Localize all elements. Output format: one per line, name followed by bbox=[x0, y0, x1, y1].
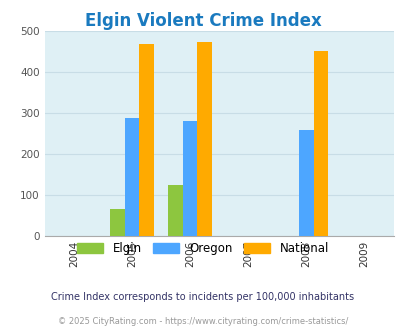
Bar bbox=[182, 120, 197, 236]
Bar bbox=[124, 118, 139, 236]
Bar bbox=[168, 185, 182, 236]
Legend: Elgin, Oregon, National: Elgin, Oregon, National bbox=[72, 237, 333, 260]
Text: © 2025 CityRating.com - https://www.cityrating.com/crime-statistics/: © 2025 CityRating.com - https://www.city… bbox=[58, 317, 347, 326]
Bar bbox=[298, 130, 313, 236]
Bar bbox=[313, 50, 328, 236]
Bar bbox=[197, 42, 211, 236]
Text: Elgin Violent Crime Index: Elgin Violent Crime Index bbox=[84, 12, 321, 30]
Bar bbox=[110, 209, 124, 236]
Text: Crime Index corresponds to incidents per 100,000 inhabitants: Crime Index corresponds to incidents per… bbox=[51, 292, 354, 302]
Bar bbox=[139, 44, 153, 236]
